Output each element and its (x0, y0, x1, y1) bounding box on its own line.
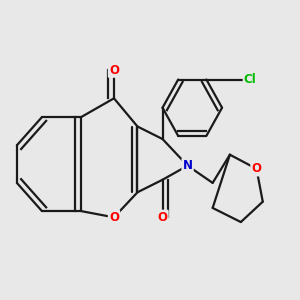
Text: O: O (109, 211, 119, 224)
Text: Cl: Cl (244, 73, 256, 86)
Text: N: N (183, 159, 193, 172)
Text: O: O (158, 211, 167, 224)
Text: O: O (251, 162, 262, 175)
Text: O: O (109, 64, 119, 76)
